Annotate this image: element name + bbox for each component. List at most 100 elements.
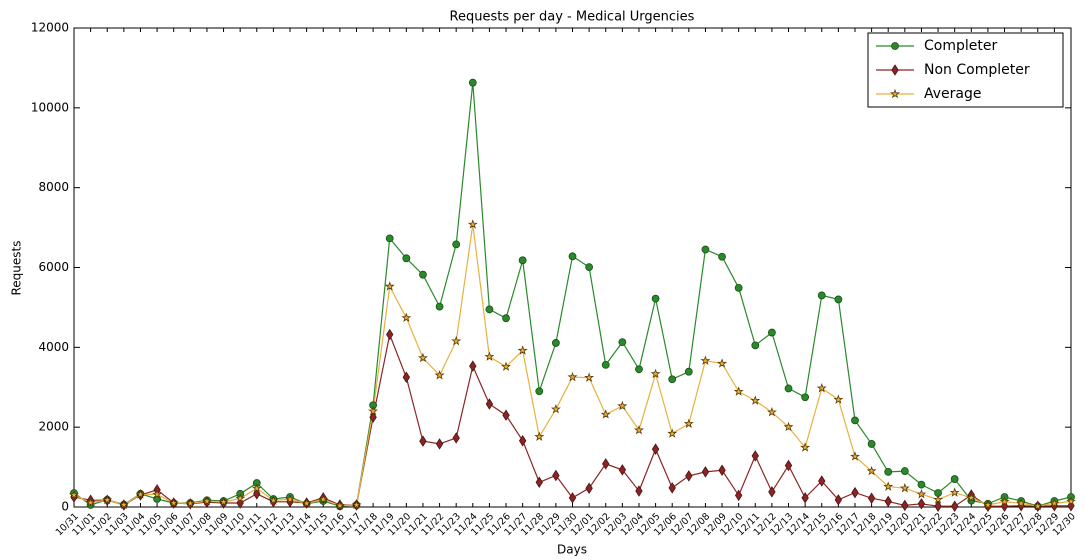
marker [534, 431, 545, 442]
marker [386, 328, 394, 341]
marker [451, 335, 462, 346]
marker [668, 375, 677, 384]
marker [634, 424, 644, 435]
marker [153, 495, 161, 503]
marker [235, 493, 246, 503]
marker [419, 270, 427, 279]
marker [201, 495, 212, 506]
marker [402, 254, 411, 263]
marker [485, 398, 494, 410]
y-tick-label: 4000 [38, 340, 69, 354]
marker [1066, 496, 1076, 506]
series-line [73, 224, 1072, 507]
marker [851, 486, 859, 499]
marker [733, 386, 744, 396]
marker [851, 416, 859, 425]
marker [651, 294, 660, 303]
legend-label: Average [924, 86, 982, 102]
marker [933, 494, 944, 504]
marker [185, 498, 196, 508]
series-line [73, 332, 1071, 507]
marker [152, 489, 163, 499]
y-tick-label: 10000 [31, 100, 69, 114]
marker [385, 234, 394, 243]
marker [816, 382, 827, 393]
marker [584, 372, 595, 382]
marker [884, 467, 893, 476]
marker [701, 466, 710, 478]
marker [717, 358, 728, 368]
y-tick-label: 0 [61, 500, 69, 514]
marker [69, 489, 79, 500]
marker [700, 355, 711, 365]
marker [751, 450, 759, 462]
marker [718, 464, 726, 477]
series-line [73, 82, 1072, 507]
marker [833, 394, 844, 404]
marker [818, 475, 826, 487]
marker [650, 368, 661, 379]
marker [602, 458, 610, 470]
marker [635, 365, 643, 374]
marker [1049, 498, 1060, 508]
marker [917, 498, 926, 510]
marker [750, 395, 761, 405]
marker [966, 492, 977, 503]
marker [800, 442, 811, 452]
marker [768, 328, 776, 337]
marker [766, 406, 777, 417]
marker [502, 314, 510, 323]
marker [318, 494, 329, 504]
marker [552, 469, 560, 482]
marker [435, 302, 444, 311]
x-axis-label: Days [557, 543, 587, 557]
y-tick-label: 8000 [38, 180, 69, 194]
marker [850, 451, 860, 461]
marker [401, 312, 412, 322]
marker [467, 219, 478, 229]
marker [600, 409, 611, 419]
marker [751, 341, 760, 350]
marker [899, 482, 910, 493]
marker [585, 263, 594, 272]
marker [218, 496, 229, 507]
marker [535, 476, 543, 488]
marker [834, 295, 843, 304]
marker [866, 465, 877, 476]
marker [917, 480, 926, 489]
marker [135, 489, 146, 499]
marker [268, 495, 279, 505]
marker [417, 352, 428, 363]
marker [890, 88, 900, 99]
y-axis-label: Requests [10, 241, 24, 296]
marker [801, 492, 809, 504]
marker [901, 499, 909, 512]
marker [102, 494, 113, 505]
marker [999, 496, 1010, 506]
marker [867, 440, 876, 448]
marker [551, 339, 560, 347]
y-tick-label: 2000 [38, 420, 69, 434]
marker [501, 361, 511, 371]
marker [867, 492, 876, 504]
marker [369, 411, 377, 423]
marker [485, 305, 494, 314]
marker [568, 252, 577, 261]
chart-title: Requests per day - Medical Urgencies [450, 10, 695, 25]
marker [685, 470, 693, 482]
marker [617, 400, 628, 411]
marker [951, 500, 959, 512]
y-tick-label: 12000 [31, 21, 69, 35]
marker [568, 492, 577, 504]
marker [435, 438, 444, 450]
marker [518, 434, 527, 447]
marker [768, 486, 776, 498]
marker [452, 240, 461, 249]
marker [651, 443, 660, 455]
marker [817, 291, 826, 300]
marker [402, 371, 411, 384]
marker [334, 500, 345, 510]
marker [934, 500, 942, 512]
marker [635, 485, 643, 497]
